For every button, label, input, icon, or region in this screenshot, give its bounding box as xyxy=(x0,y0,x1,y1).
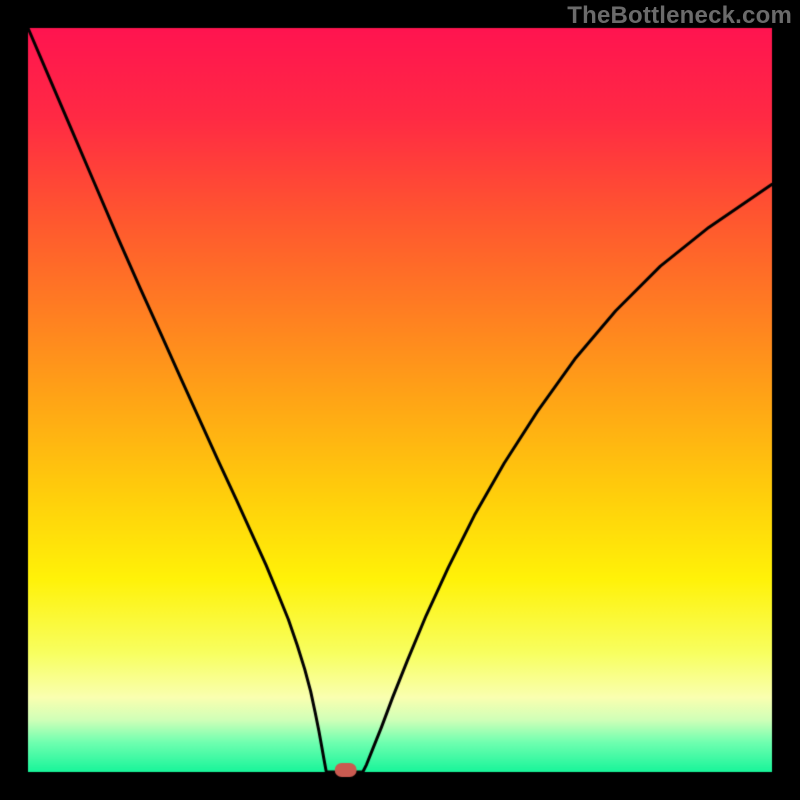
watermark-label: TheBottleneck.com xyxy=(567,2,792,30)
bottleneck-chart-canvas xyxy=(0,0,800,800)
